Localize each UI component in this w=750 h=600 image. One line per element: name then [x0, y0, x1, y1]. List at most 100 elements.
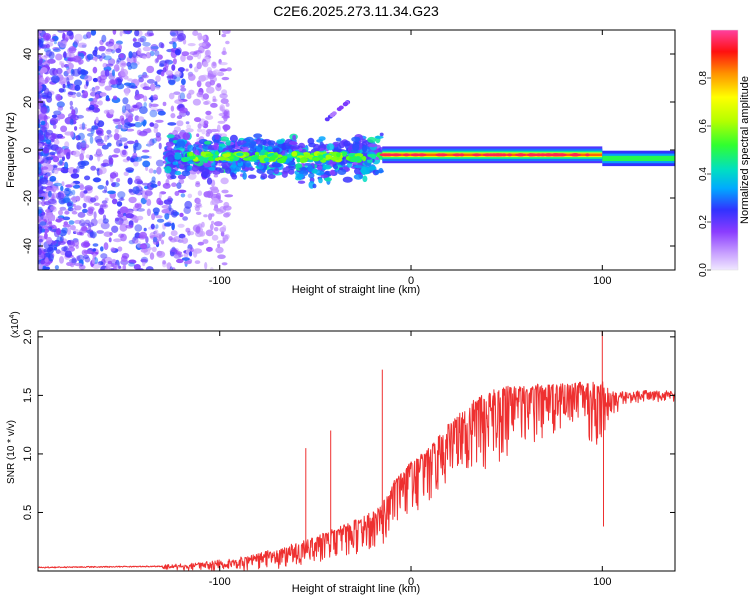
trace-blob: [351, 136, 361, 142]
noise-blob: [209, 128, 219, 133]
noise-blob: [174, 191, 180, 196]
noise-blob: [135, 175, 141, 182]
trace-peak: [472, 153, 482, 157]
noise-blob: [204, 100, 211, 105]
noise-blob: [97, 100, 103, 106]
noise-blob: [53, 40, 57, 45]
noise-blob: [96, 130, 103, 135]
noise-blob: [122, 97, 129, 105]
noise-blob: [67, 62, 74, 70]
noise-blob: [194, 206, 200, 212]
noise-blob: [162, 260, 167, 265]
trace-blob: [362, 175, 368, 183]
snr-ticks: -100 0 100 0.5 1.0 1.5 2.0: [22, 329, 675, 588]
noise-blob: [149, 109, 158, 118]
noise-blob: [66, 152, 71, 160]
noise-blob: [169, 30, 179, 37]
noise-blob: [79, 191, 85, 199]
noise-blob: [93, 211, 97, 220]
noise-blob: [152, 236, 158, 243]
trace-blob: [352, 143, 360, 151]
noise-blob: [128, 51, 133, 59]
noise-blob: [189, 247, 194, 253]
noise-blob: [83, 250, 93, 254]
noise-blob: [107, 260, 112, 265]
noise-blob: [99, 203, 109, 209]
noise-blob: [155, 159, 164, 167]
noise-blob: [111, 182, 116, 188]
noise-blob: [65, 84, 71, 89]
noise-blob: [189, 251, 193, 257]
noise-blob: [49, 38, 55, 43]
noise-blob: [42, 33, 52, 41]
noise-blob: [109, 109, 115, 115]
noise-blob: [111, 154, 119, 158]
noise-blob: [210, 102, 218, 108]
noise-blob: [195, 181, 200, 185]
noise-blob: [218, 112, 227, 117]
noise-blob: [63, 195, 70, 203]
trace-peak: [390, 153, 402, 157]
snr-multiplier-exp: 4: [9, 315, 16, 319]
noise-blob: [67, 207, 74, 212]
noise-blob: [219, 104, 225, 112]
noise-blob: [149, 83, 156, 92]
noise-blob: [142, 160, 151, 168]
noise-blob: [92, 243, 99, 247]
noise-blob: [174, 48, 181, 56]
x-tick-label: 100: [593, 576, 611, 588]
noise-blob: [51, 114, 58, 119]
trace-blob: [343, 140, 351, 147]
noise-blob: [100, 253, 108, 259]
noise-blob: [226, 67, 232, 72]
svg-text:(x104): (x104): [9, 311, 21, 338]
noise-blob: [98, 45, 106, 52]
noise-blob: [101, 200, 108, 204]
noise-blob: [169, 247, 178, 255]
colorbar-tick-label: 0.4: [698, 167, 709, 181]
trace-blob: [165, 141, 174, 147]
noise-blob: [58, 88, 65, 93]
colorbar-tick-label: 0.6: [698, 119, 709, 133]
noise-blob: [164, 62, 169, 68]
noise-blob: [199, 230, 206, 237]
noise-blob: [109, 172, 117, 179]
noise-blob: [49, 151, 56, 155]
trace-blob: [337, 168, 347, 175]
spectrogram-y-axis-label: Frequency (Hz): [5, 112, 17, 188]
noise-blob: [226, 30, 231, 34]
noise-blob: [134, 218, 139, 223]
noise-blob: [96, 148, 102, 155]
noise-blob: [125, 224, 134, 229]
trace-blob: [214, 134, 220, 141]
trace-blob: [172, 149, 182, 154]
noise-blob: [38, 142, 43, 148]
noise-blob: [101, 144, 109, 150]
noise-blob: [39, 92, 43, 100]
noise-blob: [171, 37, 178, 43]
trace-blob: [253, 133, 263, 139]
noise-blob: [142, 46, 151, 52]
noise-blob: [86, 209, 94, 216]
noise-blob: [149, 252, 155, 260]
noise-blob: [154, 50, 160, 57]
noise-blob: [68, 246, 75, 252]
noise-blob: [211, 234, 219, 241]
noise-blob: [156, 197, 162, 205]
noise-blob: [117, 246, 123, 252]
noise-blob: [221, 33, 227, 38]
noise-blob: [48, 51, 55, 60]
noise-blob: [64, 250, 73, 258]
noise-blob: [73, 150, 81, 157]
noise-blob: [69, 106, 74, 110]
noise-blob: [161, 191, 165, 195]
noise-blob: [43, 266, 51, 270]
noise-blob: [48, 156, 52, 164]
noise-blob: [109, 79, 119, 85]
noise-blob: [132, 186, 140, 195]
noise-blob: [119, 206, 129, 214]
noise-blob: [142, 42, 151, 47]
noise-blob: [83, 84, 88, 90]
noise-blob: [134, 121, 143, 128]
noise-blob: [101, 34, 107, 43]
